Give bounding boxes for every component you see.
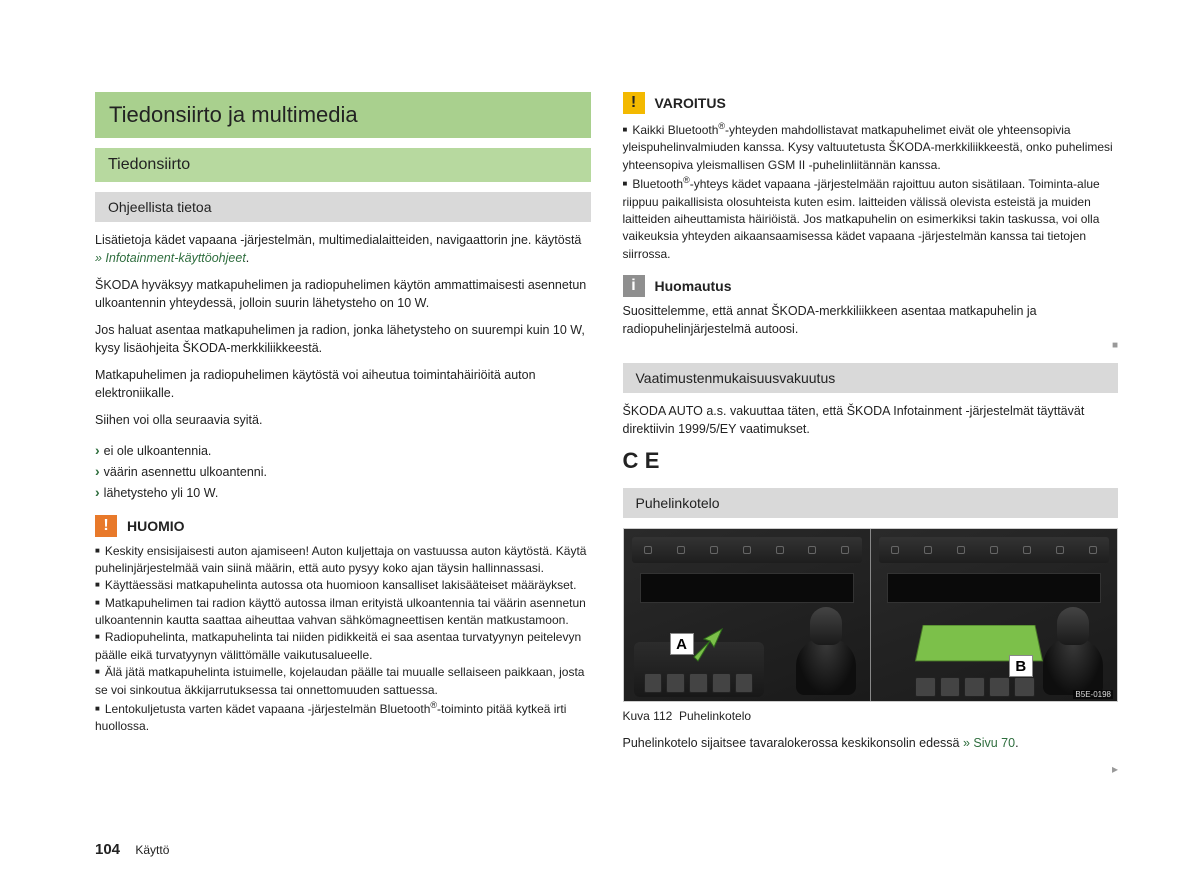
notice-title: VAROITUS xyxy=(655,95,726,111)
continuation-arrow: ▸ xyxy=(623,762,1119,776)
notice-body: Kaikki Bluetooth®-yhteyden mahdollistava… xyxy=(623,120,1119,263)
notice-item: Älä jätä matkapuhelinta istuimelle, koje… xyxy=(95,664,591,699)
notice-item: Keskity ensisijaisesti auton ajamiseen! … xyxy=(95,543,591,578)
notice-body: Suosittelemme, että annat ŠKODA-merkkili… xyxy=(623,303,1119,338)
caution-icon: ! xyxy=(623,92,645,114)
text: . xyxy=(1015,736,1018,750)
info-icon: i xyxy=(623,275,645,297)
list-item: lähetysteho yli 10 W. xyxy=(95,482,591,503)
paragraph: Siihen voi olla seuraavia syitä. xyxy=(95,412,591,430)
notice-varoitus: ! VAROITUS Kaikki Bluetooth®-yhteyden ma… xyxy=(623,92,1119,263)
ce-mark: C E xyxy=(623,448,1119,474)
figure-panel-a: A xyxy=(624,529,870,701)
list-item: väärin asennettu ulkoantenni. xyxy=(95,461,591,482)
figure-label-b: B xyxy=(1009,655,1033,677)
heading-3: Ohjeellista tietoa xyxy=(95,192,591,222)
notice-item: Lentokuljetusta varten kädet vapaana -jä… xyxy=(95,699,591,736)
notice-title: Huomautus xyxy=(655,278,732,294)
page-footer: 104 Käyttö xyxy=(95,841,169,858)
page-number: 104 xyxy=(95,841,120,858)
notice-item: Kaikki Bluetooth®-yhteyden mahdollistava… xyxy=(623,120,1119,174)
text: . xyxy=(246,251,249,265)
paragraph: Jos haluat asentaa matkapuhelimen ja rad… xyxy=(95,322,591,357)
section-end-marker: ■ xyxy=(623,340,1119,351)
notice-huomautus: i Huomautus Suosittelemme, että annat ŠK… xyxy=(623,275,1119,351)
figure-caption: Kuva 112 Puhelinkotelo xyxy=(623,708,1119,725)
reason-list: ei ole ulkoantennia. väärin asennettu ul… xyxy=(95,440,591,503)
figure-label-a: A xyxy=(670,633,694,655)
figure-panel-b: B B5E-0198 xyxy=(870,529,1117,701)
notice-item: Radiopuhelinta, matkapuhelinta tai niide… xyxy=(95,629,591,664)
heading-1: Tiedonsiirto ja multimedia xyxy=(95,92,591,138)
text: Puhelinkotelo sijaitsee tavaralokerossa … xyxy=(623,736,963,750)
link-infotainment[interactable]: » Infotainment-käyttöohjeet xyxy=(95,251,246,265)
notice-title: HUOMIO xyxy=(127,518,185,534)
heading-3: Puhelinkotelo xyxy=(623,488,1119,518)
paragraph: Lisätietoja kädet vapaana -järjestelmän,… xyxy=(95,232,591,267)
link-page-70[interactable]: » Sivu 70 xyxy=(963,736,1015,750)
notice-body: Keskity ensisijaisesti auton ajamiseen! … xyxy=(95,543,591,736)
paragraph: ŠKODA hyväksyy matkapuhelimen ja radiopu… xyxy=(95,277,591,312)
notice-item: Matkapuhelimen tai radion käyttö autossa… xyxy=(95,595,591,630)
warning-icon: ! xyxy=(95,515,117,537)
heading-2: Tiedonsiirto xyxy=(95,148,591,182)
paragraph: ŠKODA AUTO a.s. vakuuttaa täten, että ŠK… xyxy=(623,403,1119,438)
figure-credit: B5E-0198 xyxy=(1073,690,1113,699)
notice-huomio: ! HUOMIO Keskity ensisijaisesti auton aj… xyxy=(95,515,591,736)
section-name: Käyttö xyxy=(135,843,169,857)
heading-3: Vaatimustenmukaisuusvakuutus xyxy=(623,363,1119,393)
paragraph: Matkapuhelimen ja radiopuhelimen käytöst… xyxy=(95,367,591,402)
notice-item: Bluetooth®-yhteys kädet vapaana -järjest… xyxy=(623,174,1119,263)
list-item: ei ole ulkoantennia. xyxy=(95,440,591,461)
figure-phone-compartment: A B B5E-0198 xyxy=(623,528,1119,702)
text: Lisätietoja kädet vapaana -järjestelmän,… xyxy=(95,233,581,247)
paragraph: Puhelinkotelo sijaitsee tavaralokerossa … xyxy=(623,735,1119,753)
notice-item: Käyttäessäsi matkapuhelinta autossa ota … xyxy=(95,577,591,594)
